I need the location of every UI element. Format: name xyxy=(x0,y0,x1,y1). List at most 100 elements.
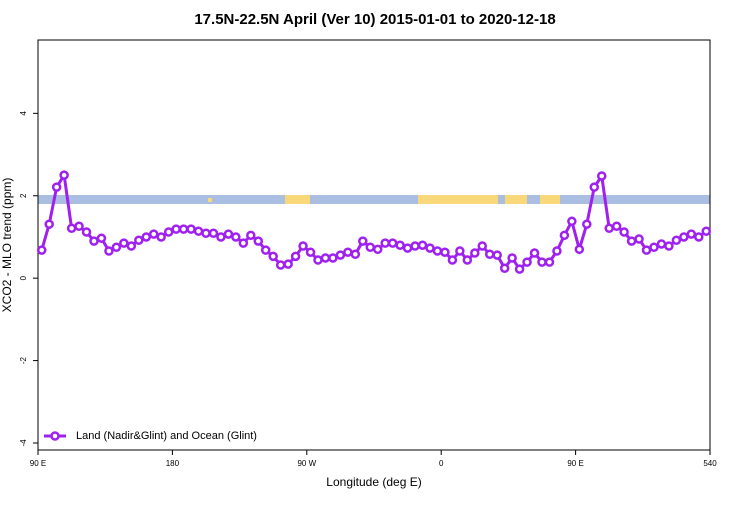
data-point xyxy=(567,216,577,227)
data-point xyxy=(417,240,428,250)
data-point xyxy=(328,253,338,263)
data-point xyxy=(499,263,510,274)
land-patch xyxy=(505,195,527,204)
x-tick-label: 90 E xyxy=(30,459,46,468)
data-point xyxy=(559,230,570,241)
data-point xyxy=(477,241,488,251)
series-line xyxy=(40,170,708,272)
data-point xyxy=(268,251,278,262)
data-point xyxy=(246,230,256,241)
data-point xyxy=(402,243,413,253)
data-point xyxy=(104,246,114,256)
data-point xyxy=(664,241,674,251)
data-point xyxy=(671,235,682,246)
data-point xyxy=(260,245,271,255)
data-point xyxy=(156,232,166,242)
data-point xyxy=(141,232,152,242)
data-point xyxy=(305,247,316,257)
data-point xyxy=(313,255,323,265)
data-point xyxy=(193,226,204,236)
plot-frame xyxy=(37,39,711,451)
y-tick-label: -2 xyxy=(19,356,28,364)
data-point xyxy=(44,219,54,229)
data-point xyxy=(231,232,241,242)
data-point xyxy=(619,227,629,237)
data-point xyxy=(604,223,614,234)
data-point xyxy=(365,242,376,253)
data-point xyxy=(343,247,353,257)
data-point xyxy=(507,253,517,263)
data-point xyxy=(163,227,174,237)
data-point xyxy=(596,171,607,181)
data-point xyxy=(484,249,495,260)
data-point xyxy=(462,255,473,265)
data-point xyxy=(358,236,368,246)
data-point xyxy=(223,229,234,239)
data-point xyxy=(582,219,592,229)
land-patch xyxy=(540,195,560,204)
data-point xyxy=(425,243,435,253)
data-point xyxy=(66,223,77,234)
y-axis-label: XCO2 - MLO trend (ppm) xyxy=(0,178,14,313)
data-point xyxy=(201,228,211,239)
x-axis-label: Longitude (deg E) xyxy=(326,475,421,489)
data-point xyxy=(74,221,84,232)
data-point xyxy=(350,249,361,260)
data-point xyxy=(119,238,129,248)
data-point xyxy=(89,236,99,246)
land-band xyxy=(38,195,710,204)
data-point xyxy=(440,247,450,257)
data-point xyxy=(544,257,555,267)
data-point xyxy=(492,250,502,260)
data-point xyxy=(589,182,600,192)
data-point xyxy=(410,241,420,251)
data-point xyxy=(111,242,122,253)
legend-label: Land (Nadir&Glint) and Ocean (Glint) xyxy=(76,430,257,442)
data-point xyxy=(470,248,480,258)
x-tick-label: 180 xyxy=(166,459,180,468)
data-point xyxy=(387,238,398,248)
data-point xyxy=(679,232,689,242)
data-point xyxy=(216,232,226,242)
data-point xyxy=(178,224,189,234)
data-point xyxy=(686,229,697,239)
data-point xyxy=(96,233,107,243)
data-point xyxy=(701,226,712,236)
land-patch xyxy=(285,195,310,204)
data-point xyxy=(447,255,458,265)
data-point xyxy=(186,224,196,234)
legend-marker xyxy=(50,431,60,441)
land-patch xyxy=(418,195,498,204)
data-point xyxy=(455,246,465,256)
data-point xyxy=(552,246,562,256)
data-point xyxy=(372,244,383,255)
chart-title: 17.5N-22.5N April (Ver 10) 2015-01-01 to… xyxy=(194,11,555,28)
data-point xyxy=(59,170,69,180)
y-tick-label: 0 xyxy=(19,275,28,280)
x-tick-label: 90 W xyxy=(297,459,316,468)
data-point xyxy=(380,238,390,248)
data-point xyxy=(36,245,47,255)
data-point xyxy=(574,244,585,255)
data-point xyxy=(275,260,286,270)
data-point xyxy=(529,248,540,258)
data-point xyxy=(283,259,293,269)
data-point xyxy=(395,240,405,250)
data-point xyxy=(522,257,532,267)
data-point xyxy=(208,228,219,239)
data-point xyxy=(238,238,249,248)
ocean-band xyxy=(38,195,710,204)
data-point xyxy=(134,235,144,246)
data-point xyxy=(298,241,308,251)
data-point xyxy=(634,234,644,244)
data-point xyxy=(335,250,346,260)
data-point xyxy=(694,232,704,242)
land-patch xyxy=(208,198,212,202)
data-point xyxy=(320,253,331,263)
data-point xyxy=(432,246,443,256)
x-tick-label: 540 xyxy=(703,459,717,468)
x-tick-label: 90 E xyxy=(567,459,583,468)
data-point xyxy=(148,229,159,239)
x-tick-label: 0 xyxy=(439,459,444,468)
data-point xyxy=(537,257,547,267)
